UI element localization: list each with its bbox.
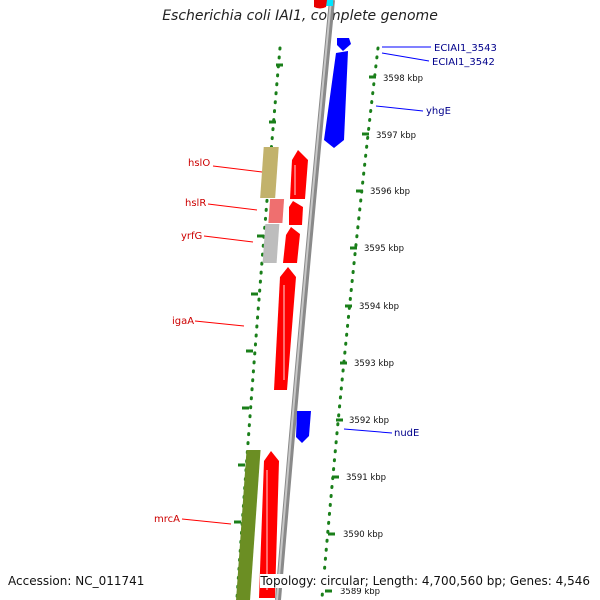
gene-label-nudE: nudE (394, 428, 419, 439)
dotted-guide-rings (235, 46, 380, 600)
gene-label-yhgE: yhgE (426, 106, 451, 117)
feature-block-olive (236, 450, 261, 600)
gene-label-yrfG: yrfG (181, 231, 202, 242)
cyan-feature-top (323, 0, 333, 6)
kbp-label: 3596 kbp (370, 187, 410, 197)
map-title: Escherichia coli IAI1, complete genome (162, 8, 438, 24)
feature-block-gray (262, 224, 280, 263)
gene-arrow-ECIAI1_3542 (324, 51, 348, 148)
right-gene-labels: ECIAI1_3543 ECIAI1_3542 yhgE nudE (343, 43, 497, 439)
gene-label-hslO: hslO (188, 158, 210, 169)
gene-arrow-yrfG (283, 227, 300, 263)
gene-label-ECIAI1_3543: ECIAI1_3543 (434, 43, 497, 54)
kbp-label: 3591 kbp (346, 473, 386, 483)
gene-label-igaA: igaA (172, 316, 194, 327)
feature-block-tan (260, 147, 279, 198)
kbp-label: 3594 kbp (359, 302, 399, 312)
kbp-label: 3592 kbp (349, 416, 389, 426)
kbp-label: 3598 kbp (383, 74, 423, 84)
gene-label-mrcA: mrcA (154, 514, 180, 525)
red-feature-top (314, 0, 327, 9)
feature-block-pink (268, 199, 285, 223)
kbp-label: 3597 kbp (376, 131, 416, 141)
topology-text: Topology: circular; Length: 4,700,560 bp… (260, 574, 590, 588)
left-gene-labels: hslO hslR yrfG igaA mrcA (154, 158, 263, 525)
gene-arrow-ECIAI1_3543 (337, 38, 351, 51)
kbp-label: 3595 kbp (364, 244, 404, 254)
gene-label-ECIAI1_3542: ECIAI1_3542 (432, 57, 495, 68)
gene-arrow-hslO (290, 150, 308, 199)
gene-arrow-nudE (296, 411, 311, 443)
gene-label-hslR: hslR (185, 198, 206, 209)
gene-arrow-hslR (289, 201, 303, 225)
kbp-label: 3593 kbp (354, 359, 394, 369)
right-ring-ticks (325, 75, 376, 593)
kbp-scale-labels: 3598 kbp 3597 kbp 3596 kbp 3595 kbp 3594… (340, 74, 423, 597)
kbp-label: 3590 kbp (343, 530, 383, 540)
kbp-label: 3589 kbp (340, 587, 380, 597)
gene-arrow-mrcA (259, 451, 279, 598)
accession-text: Accession: NC_011741 (8, 574, 145, 588)
